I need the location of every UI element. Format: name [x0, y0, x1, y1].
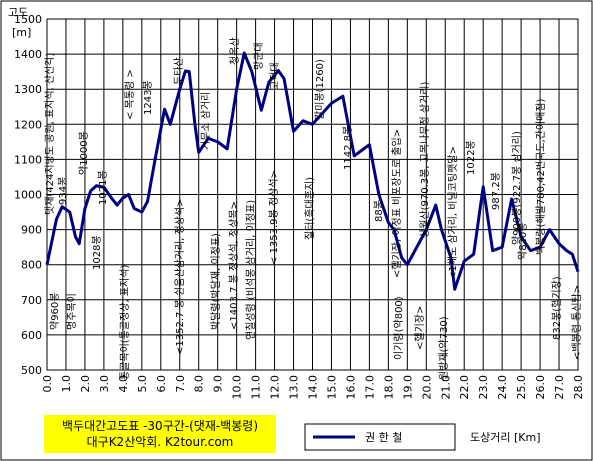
annotation: < 목통령 >	[124, 69, 136, 120]
x-tick-label: 23.0	[477, 375, 490, 400]
annotation: < 1353.9봉 정상석>	[268, 170, 280, 265]
x-tick-label: 3.0	[98, 375, 111, 393]
y-tick-label: 800	[21, 259, 42, 272]
chart-subtitle: 대구K2산악회. K2tour.com	[87, 435, 234, 449]
annotation: <백봉령 통신탑>	[571, 285, 583, 360]
x-tick-label: 18.0	[382, 375, 395, 400]
y-tick-label: 900	[21, 224, 42, 237]
x-tick-label: 21.0	[439, 375, 452, 400]
chart-title: 백두대간고도표 -30구간-(댓재-백봉령)	[62, 419, 258, 433]
legend	[304, 423, 456, 451]
y-tick-label: 1500	[14, 13, 42, 26]
x-tick-label: 10.0	[231, 375, 244, 400]
annotation: 1243봉	[142, 80, 154, 115]
y-tick-label: 500	[21, 364, 42, 377]
x-tick-label: 9.0	[212, 375, 225, 393]
y-tick-label: 700	[21, 294, 42, 307]
x-tick-label: 4.0	[117, 375, 130, 393]
annotation: 88봉	[373, 200, 385, 222]
annotation: <헬기장>	[414, 306, 426, 350]
x-tick-label: 19.0	[401, 375, 414, 400]
annotation: 박달령(박달재, 이정표)	[210, 233, 222, 330]
y-tick-label: 1300	[14, 83, 42, 96]
annotation: 망군대	[253, 42, 265, 70]
y-tick-label: 1000	[14, 189, 42, 202]
x-tick-label: 24.0	[496, 375, 509, 400]
series-line	[45, 51, 580, 291]
annotation: <1352.7 봉 쉰움산삼거리, 정상석>	[174, 199, 186, 355]
annotation: 백봉령(해발780,42번국도,간이매점)	[534, 99, 547, 255]
annotation: <1해도 삼거리, 비닐코팅팻말>	[446, 146, 459, 280]
x-tick-label: 20.0	[420, 375, 433, 400]
x-axis-label: 도상거리 [Km]	[470, 431, 541, 444]
x-tick-label: 25.0	[515, 375, 528, 400]
legend-label: 권 한 철	[365, 431, 402, 444]
annotation: 1142.8봉	[342, 126, 354, 170]
x-tick-label: 28.0	[572, 375, 585, 400]
annotation: 934봉	[57, 177, 69, 205]
annotation: 1028봉	[91, 235, 103, 270]
annotation: 이기령(약800)	[393, 296, 405, 360]
x-tick-label: 16.0	[344, 375, 357, 400]
annotation: 갈미봉(1260)	[313, 59, 326, 120]
x-tick-label: 27.0	[553, 375, 566, 400]
y-tick-label: 1100	[14, 153, 42, 166]
y-tick-label: 1400	[14, 48, 42, 61]
annotation: <1403.7 봉 정상석, 정상목>	[228, 201, 240, 330]
x-tick-label: 12.0	[269, 375, 282, 400]
y-axis-unit: [m]	[12, 26, 31, 39]
annotation: 청옥산	[229, 37, 241, 65]
y-tick-label: 1200	[14, 118, 42, 131]
x-tick-label: 5.0	[136, 375, 149, 393]
annotation: 약1000봉	[78, 131, 90, 175]
title-box	[44, 415, 276, 453]
annotation: 질터(흑대혼지)	[303, 177, 316, 240]
annotation: 원방재(약730)	[438, 316, 450, 380]
x-tick-label: 14.0	[307, 375, 320, 400]
x-tick-label: 15.0	[325, 375, 338, 400]
x-tick-label: 7.0	[174, 375, 187, 393]
annotation: 약820봉	[517, 223, 529, 261]
annotation: 987.2봉	[490, 172, 502, 210]
x-tick-label: 1.0	[60, 375, 73, 393]
annotation: 통골목이(통골정상, 표지석)	[119, 265, 131, 380]
y-tick-label: 600	[21, 329, 42, 342]
annotation: <헬기장, 이정표 비포장도로 출입>	[390, 129, 403, 278]
annotation: 상월산(970.3봉, 고목나무정 삼거리)	[419, 82, 431, 238]
annotation: 약900봉(922.7봉 삼거리)	[511, 131, 523, 245]
annotation: 거무소 삼거리	[200, 92, 212, 150]
x-tick-label: 17.0	[363, 375, 376, 400]
annotation: 약960봉	[49, 293, 61, 331]
annotation: 명주목이	[66, 293, 78, 330]
x-tick-label: 11.0	[250, 375, 263, 400]
annotation: 1021봉	[97, 170, 109, 205]
annotation: 고적대	[269, 62, 281, 90]
x-tick-label: 8.0	[193, 375, 206, 393]
annotation: 댓재(424지방도 공원, 표지석, 산신각)	[44, 53, 56, 215]
x-tick-label: 6.0	[155, 375, 168, 393]
annotation: 832봉(헬기장)	[551, 276, 563, 340]
x-tick-label: 2.0	[79, 375, 92, 393]
annotation: 두타산	[173, 57, 185, 85]
x-tick-label: 0.0	[41, 375, 54, 393]
annotation: 1022봉	[465, 140, 477, 175]
annotation: 연칠성령 (비석몽 삼거리, 이정표)	[245, 200, 257, 340]
x-tick-label: 13.0	[288, 375, 301, 400]
y-axis-label: 고도	[8, 6, 28, 19]
x-tick-label: 26.0	[534, 375, 547, 400]
x-tick-label: 22.0	[458, 375, 471, 400]
